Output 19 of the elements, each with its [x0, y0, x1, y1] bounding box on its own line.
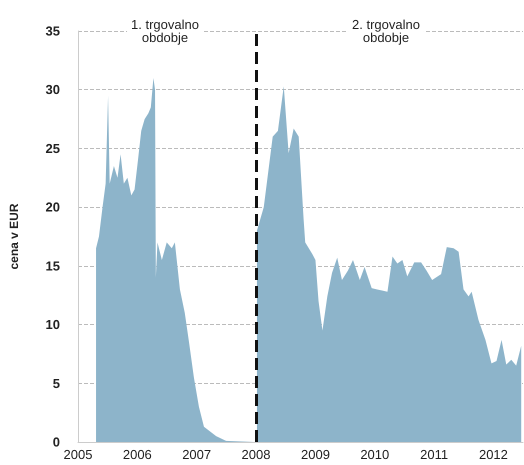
y-tick-label: 35 [46, 24, 60, 38]
y-tick-label: 20 [46, 200, 60, 215]
x-tick-label: 2006 [122, 447, 152, 462]
y-tick-label: 0 [52, 434, 60, 450]
y-tick-label: 30 [46, 82, 60, 98]
x-tick-label: 2012 [478, 447, 508, 462]
annotation: 2. trgovalno obdobje [352, 17, 420, 45]
x-tick-label: 2007 [182, 447, 212, 462]
x-tick-label: 2008 [242, 447, 270, 462]
x-tick-label: 2011 [420, 447, 448, 462]
y-axis-title: cena v EUR [7, 203, 21, 270]
y-tick-label: 25 [46, 140, 60, 156]
x-tick-label: 2010 [360, 447, 390, 462]
annotation: 1. trgovalno obdobje [131, 17, 199, 45]
y-tick-label: 5 [52, 376, 60, 391]
y-tick-label: 10 [46, 317, 60, 332]
x-tick-label: 2005 [64, 447, 92, 462]
x-tick-label: 2009 [300, 447, 330, 462]
y-tick-label: 15 [46, 258, 60, 274]
